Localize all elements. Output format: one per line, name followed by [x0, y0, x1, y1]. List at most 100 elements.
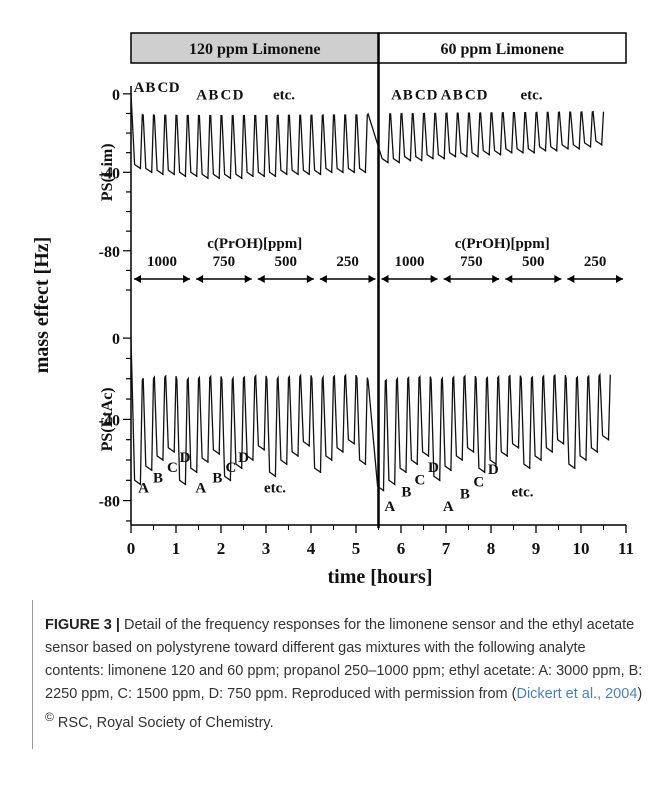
series-peak-point	[600, 144, 603, 146]
series-peak-point	[308, 444, 311, 447]
x-tick-label: 8	[487, 539, 496, 558]
caption-text: Detail of the frequency responses for th…	[45, 617, 643, 702]
series-peak-point	[387, 161, 389, 164]
series-peak-point	[405, 471, 407, 473]
series-peak-point	[252, 459, 254, 461]
annotation-label: D	[180, 450, 191, 466]
annotation-label: B	[401, 485, 411, 501]
panel-label-1: PS(EtAc)	[99, 387, 116, 451]
annotation-label: etc.	[273, 88, 295, 104]
annotation-label: D	[477, 88, 488, 104]
series-peak-point	[150, 171, 153, 174]
series-peak-point	[495, 463, 497, 465]
series-peak-point	[465, 155, 468, 158]
series-peak-point	[540, 459, 542, 461]
concentration-title: c(PrOH)[ppm]	[207, 236, 302, 252]
series-peak-point	[207, 461, 209, 463]
series-peak-point	[229, 177, 232, 179]
series-peak-point	[555, 149, 558, 152]
series-peak-point	[319, 173, 322, 176]
concentration-arrowhead-left	[319, 275, 327, 283]
x-tick-label: 1	[172, 539, 181, 558]
concentration-label: 500	[275, 254, 298, 270]
annotation-label: D	[488, 462, 499, 478]
series-peak-point	[330, 459, 333, 461]
x-tick-label: 7	[442, 539, 451, 558]
series-peak-point	[443, 157, 446, 160]
series-peak-point	[544, 149, 547, 152]
series-peak-point	[274, 475, 277, 478]
series-peak-point	[596, 451, 598, 453]
x-tick-label: 10	[573, 539, 590, 558]
series-peak-point	[263, 449, 266, 451]
annotation-label: C	[473, 474, 484, 490]
annotation-label: A	[441, 88, 452, 104]
header-label-left: 120 ppm Limonene	[189, 41, 321, 58]
series-peak-point	[409, 159, 412, 162]
series-peak-point	[184, 483, 187, 486]
annotation-label: etc.	[520, 88, 542, 104]
series-peak-point	[427, 455, 430, 457]
series-peak-point	[585, 459, 587, 461]
series-peak-point	[578, 147, 580, 150]
series-peak-point	[398, 161, 401, 164]
series-peak-point	[567, 147, 569, 150]
annotation-label: A	[196, 88, 207, 104]
series-peak-point	[252, 175, 254, 178]
series-peak-point	[319, 471, 322, 473]
annotation-label: A	[138, 481, 149, 497]
annotation-label: B	[145, 80, 155, 96]
annotation-label: D	[238, 450, 249, 466]
annotation-label: C	[225, 460, 236, 476]
annotation-label: C	[221, 88, 232, 104]
annotation-label: A	[195, 481, 206, 497]
series-peak-point	[263, 175, 266, 178]
concentration-arrowhead-left	[381, 275, 389, 283]
concentration-arrowhead-left	[443, 275, 451, 283]
series-peak-point	[551, 451, 553, 453]
caption-label: FIGURE 3 |	[45, 617, 120, 633]
x-tick-label: 11	[618, 539, 634, 558]
concentration-label: 250	[336, 254, 359, 270]
annotation-label: D	[428, 460, 439, 476]
x-tick-label: 9	[532, 539, 541, 558]
concentration-arrowhead-right	[492, 275, 500, 283]
series-peak-point	[162, 459, 164, 461]
concentration-label: 1000	[147, 254, 177, 270]
header-label-right: 60 ppm Limonene	[440, 41, 564, 58]
annotation-label: C	[414, 472, 425, 488]
series-peak-point	[285, 463, 288, 465]
x-tick-label: 3	[262, 539, 271, 558]
annotation-label: A	[384, 499, 395, 515]
x-tick-label: 0	[127, 539, 136, 558]
series-peak-point	[139, 483, 142, 486]
y-tick-label: 0	[112, 331, 120, 348]
series-peak-point	[218, 453, 220, 455]
series-peak-point	[607, 438, 610, 441]
x-tick-label: 6	[397, 539, 406, 558]
concentration-arrowhead-left	[196, 275, 204, 283]
series-peak-point	[488, 153, 491, 156]
series-peak-point	[420, 159, 423, 162]
annotation-label: B	[153, 470, 163, 486]
concentration-arrowhead-right	[244, 275, 252, 283]
copyright-symbol: ©	[45, 710, 54, 724]
figure-caption: FIGURE 3 | Detail of the frequency respo…	[32, 600, 645, 749]
figure-background	[0, 0, 648, 595]
annotation-label: B	[453, 88, 463, 104]
series-peak-point	[450, 469, 452, 471]
series-line-0	[130, 93, 605, 180]
series-peak-point	[207, 177, 209, 179]
series-peak-point	[472, 451, 475, 453]
series-peak-point	[432, 157, 434, 160]
series-peak-point	[477, 155, 479, 158]
series-peak-point	[522, 151, 524, 154]
series-peak-point	[353, 171, 356, 174]
y-tick-label: -40	[99, 165, 120, 182]
series-peak-point	[274, 175, 277, 178]
series-peak-point	[240, 177, 243, 179]
concentration-label: 250	[584, 254, 607, 270]
citation-link[interactable]: Dickert et al., 2004	[516, 686, 638, 702]
annotation-label: A	[443, 499, 454, 515]
series-peak-point	[416, 463, 419, 465]
